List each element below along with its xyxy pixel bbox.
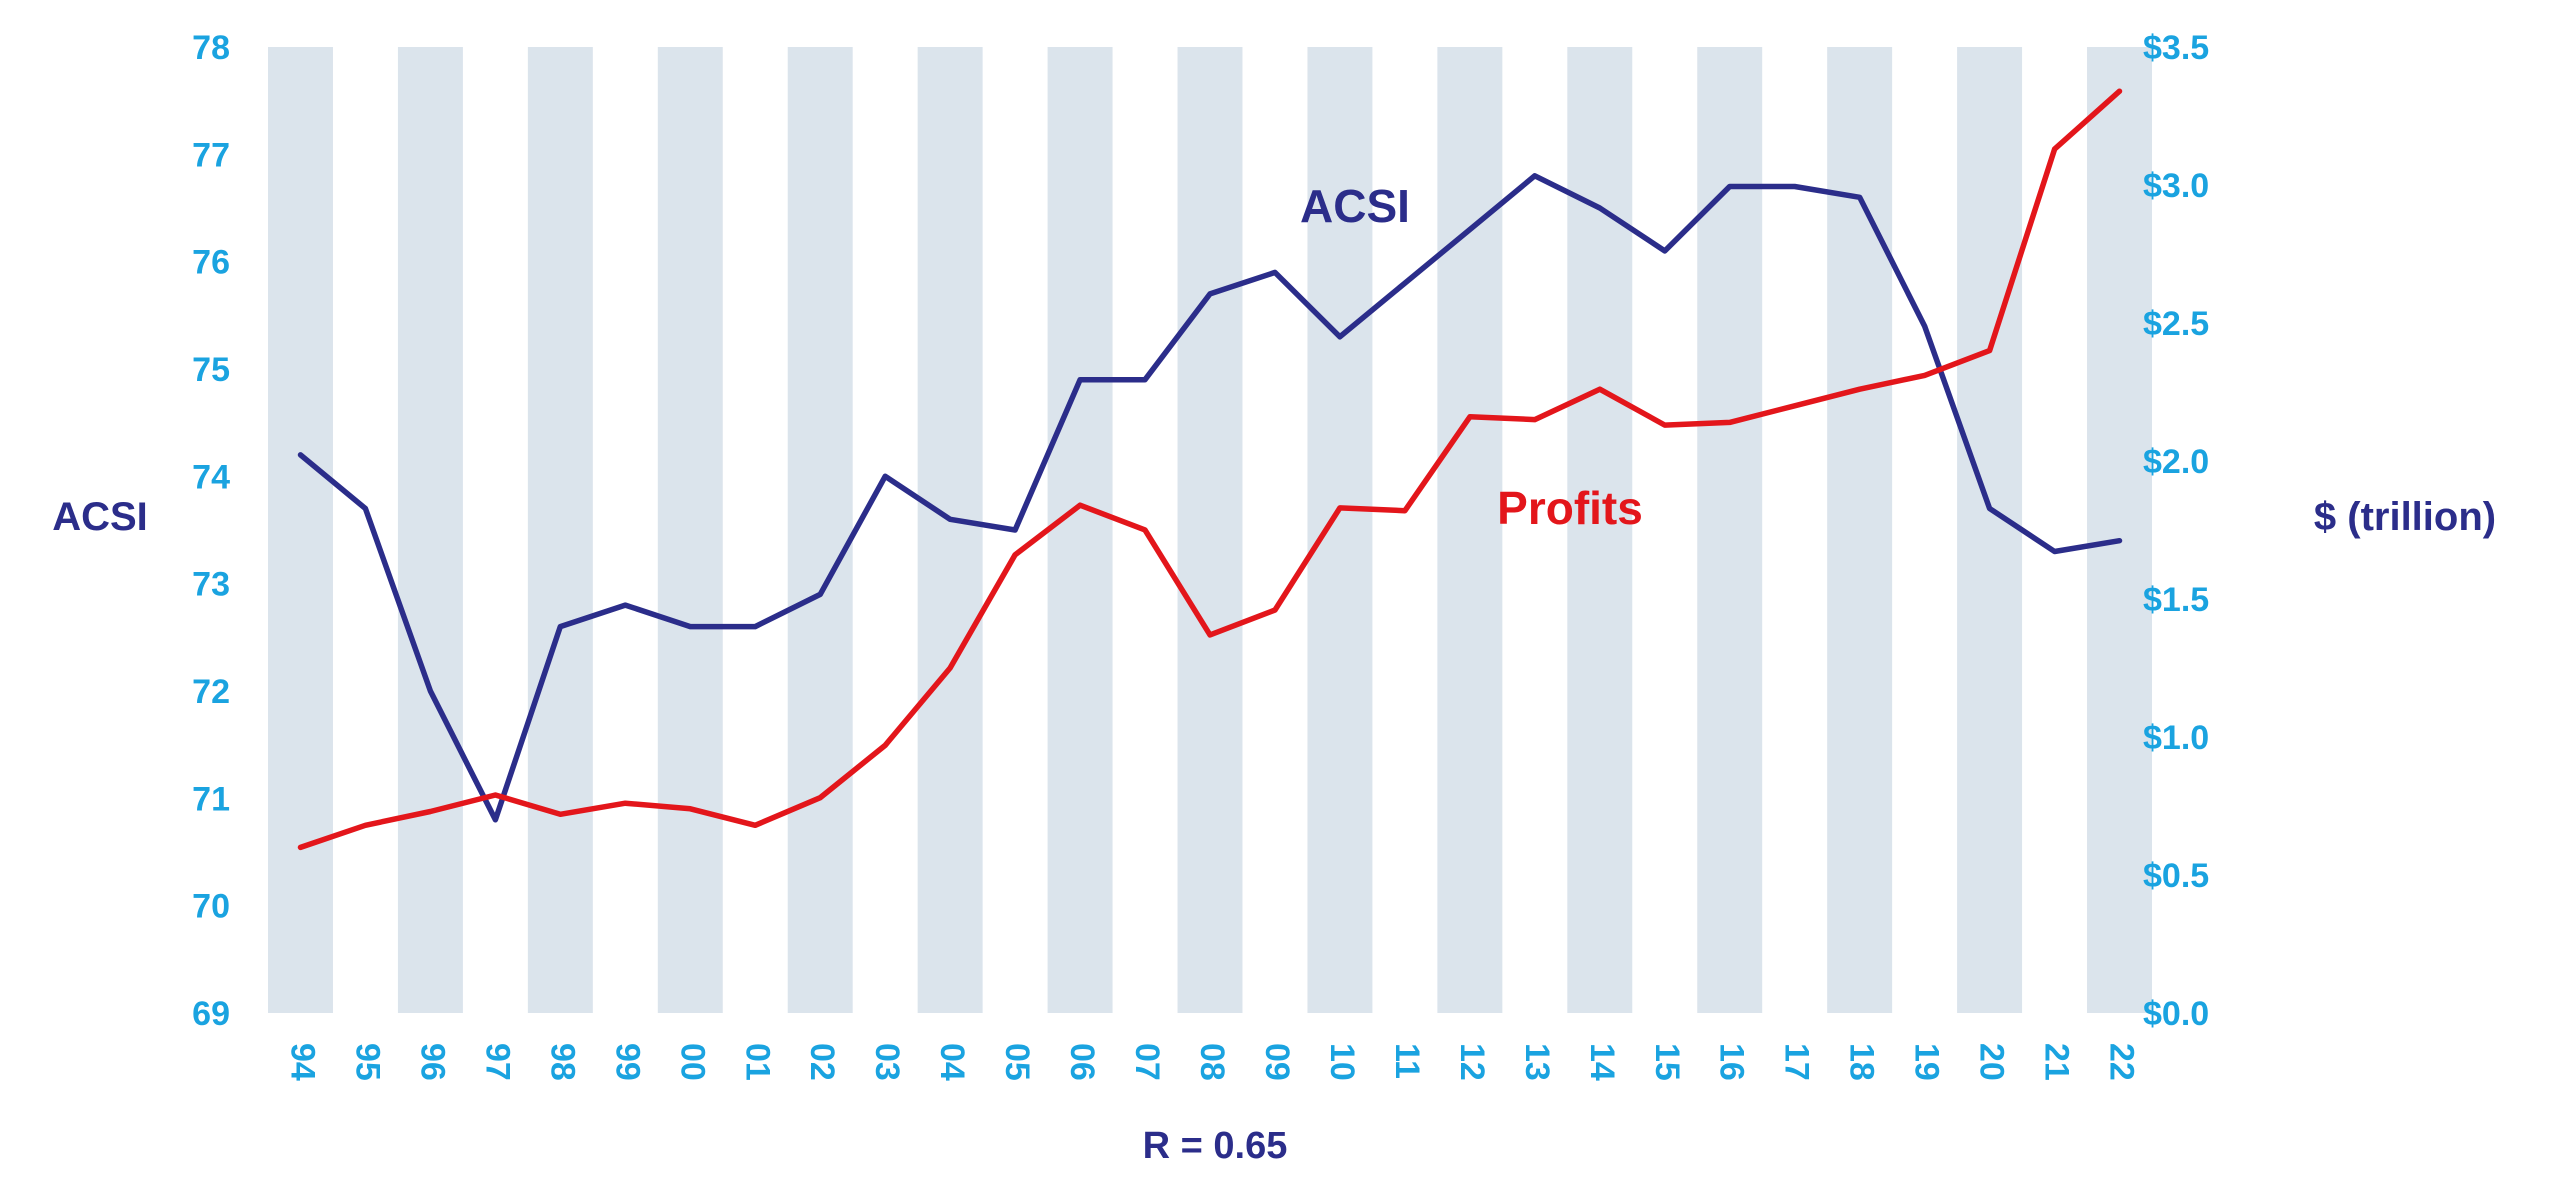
- x-tick-label: 18: [1843, 1043, 1881, 1081]
- right-tick-label: $1.5: [2143, 581, 2209, 619]
- right-tick-label: $1.0: [2143, 719, 2209, 757]
- left-tick-label: 73: [192, 566, 230, 604]
- x-tick-label: 94: [283, 1043, 321, 1081]
- band-00: [657, 47, 723, 1013]
- right-axis-ticks: $0.0 $0.5 $1.0 $1.5 $2.0 $2.5 $3.0 $3.5: [2143, 29, 2209, 1033]
- right-tick-label: $0.5: [2143, 857, 2209, 895]
- correlation-annotation: R = 0.65: [1143, 1125, 1288, 1167]
- x-axis-ticks: 94 95 96 97 98 99 00 01 02 03 04 05 06 07 08 09 10 11 12 13…: [283, 1043, 2140, 1081]
- band-12: [1437, 47, 1503, 1013]
- left-tick-label: 71: [192, 780, 230, 818]
- band-20: [1957, 47, 2023, 1013]
- x-tick-label: 08: [1193, 1043, 1231, 1081]
- series-line-acsi: [297, 173, 2123, 823]
- x-tick-label: 17: [1778, 1043, 1816, 1081]
- x-tick-label: 16: [1713, 1043, 1751, 1081]
- x-tick-label: 22: [2103, 1043, 2141, 1081]
- left-tick-label: 77: [192, 136, 230, 174]
- band-18: [1827, 47, 1893, 1013]
- x-tick-label: 09: [1258, 1043, 1296, 1081]
- band-22: [2087, 47, 2152, 1013]
- x-tick-label: 04: [933, 1043, 971, 1081]
- background-bands: [268, 47, 2152, 1013]
- band-94: [268, 47, 333, 1013]
- band-04: [917, 47, 983, 1013]
- x-tick-label: 03: [868, 1043, 906, 1081]
- x-tick-label: 12: [1453, 1043, 1491, 1081]
- x-tick-label: 06: [1063, 1043, 1101, 1081]
- left-tick-label: 74: [192, 458, 230, 496]
- x-tick-label: 00: [673, 1043, 711, 1081]
- x-tick-label: 21: [2038, 1043, 2076, 1081]
- right-tick-label: $2.5: [2143, 305, 2209, 343]
- series-line-profits: [297, 88, 2123, 851]
- x-tick-label: 98: [543, 1043, 581, 1081]
- left-axis-title: ACSI: [52, 495, 148, 539]
- band-98: [527, 47, 593, 1013]
- x-tick-label: 14: [1583, 1043, 1621, 1081]
- band-96: [397, 47, 463, 1013]
- right-tick-label: $3.0: [2143, 167, 2209, 205]
- right-axis-title: $ (trillion): [2314, 495, 2496, 539]
- x-tick-label: 13: [1518, 1043, 1556, 1081]
- x-tick-label: 11: [1388, 1043, 1426, 1079]
- right-tick-label: $2.0: [2143, 443, 2209, 481]
- x-tick-label: 10: [1323, 1043, 1361, 1081]
- left-tick-label: 72: [192, 673, 230, 711]
- x-tick-label: 05: [998, 1043, 1036, 1081]
- x-tick-label: 19: [1908, 1043, 1946, 1081]
- x-tick-label: 02: [803, 1043, 841, 1081]
- left-tick-label: 78: [192, 29, 230, 67]
- band-06: [1047, 47, 1113, 1013]
- left-axis-ticks: 69 70 71 72 73 74 75 76 77 78: [192, 29, 230, 1033]
- x-tick-label: 95: [348, 1043, 386, 1081]
- left-tick-label: 75: [192, 351, 230, 389]
- left-tick-label: 69: [192, 995, 230, 1033]
- left-tick-label: 76: [192, 244, 230, 282]
- x-tick-label: 99: [608, 1043, 646, 1081]
- left-tick-label: 70: [192, 888, 230, 926]
- right-tick-label: $3.5: [2143, 29, 2209, 67]
- x-tick-label: 07: [1128, 1043, 1166, 1081]
- series-label-acsi: ACSI: [1300, 180, 1410, 232]
- x-tick-label: 20: [1973, 1043, 2011, 1081]
- band-02: [787, 47, 853, 1013]
- right-tick-label: $0.0: [2143, 995, 2209, 1033]
- x-tick-label: 01: [738, 1043, 776, 1081]
- band-08: [1177, 47, 1243, 1013]
- x-tick-label: 97: [478, 1043, 516, 1081]
- band-10: [1307, 47, 1373, 1013]
- x-tick-label: 15: [1648, 1043, 1686, 1081]
- x-tick-label: 96: [413, 1043, 451, 1081]
- band-16: [1697, 47, 1763, 1013]
- series-label-profits: Profits: [1497, 482, 1643, 534]
- series-lines: [297, 88, 2123, 851]
